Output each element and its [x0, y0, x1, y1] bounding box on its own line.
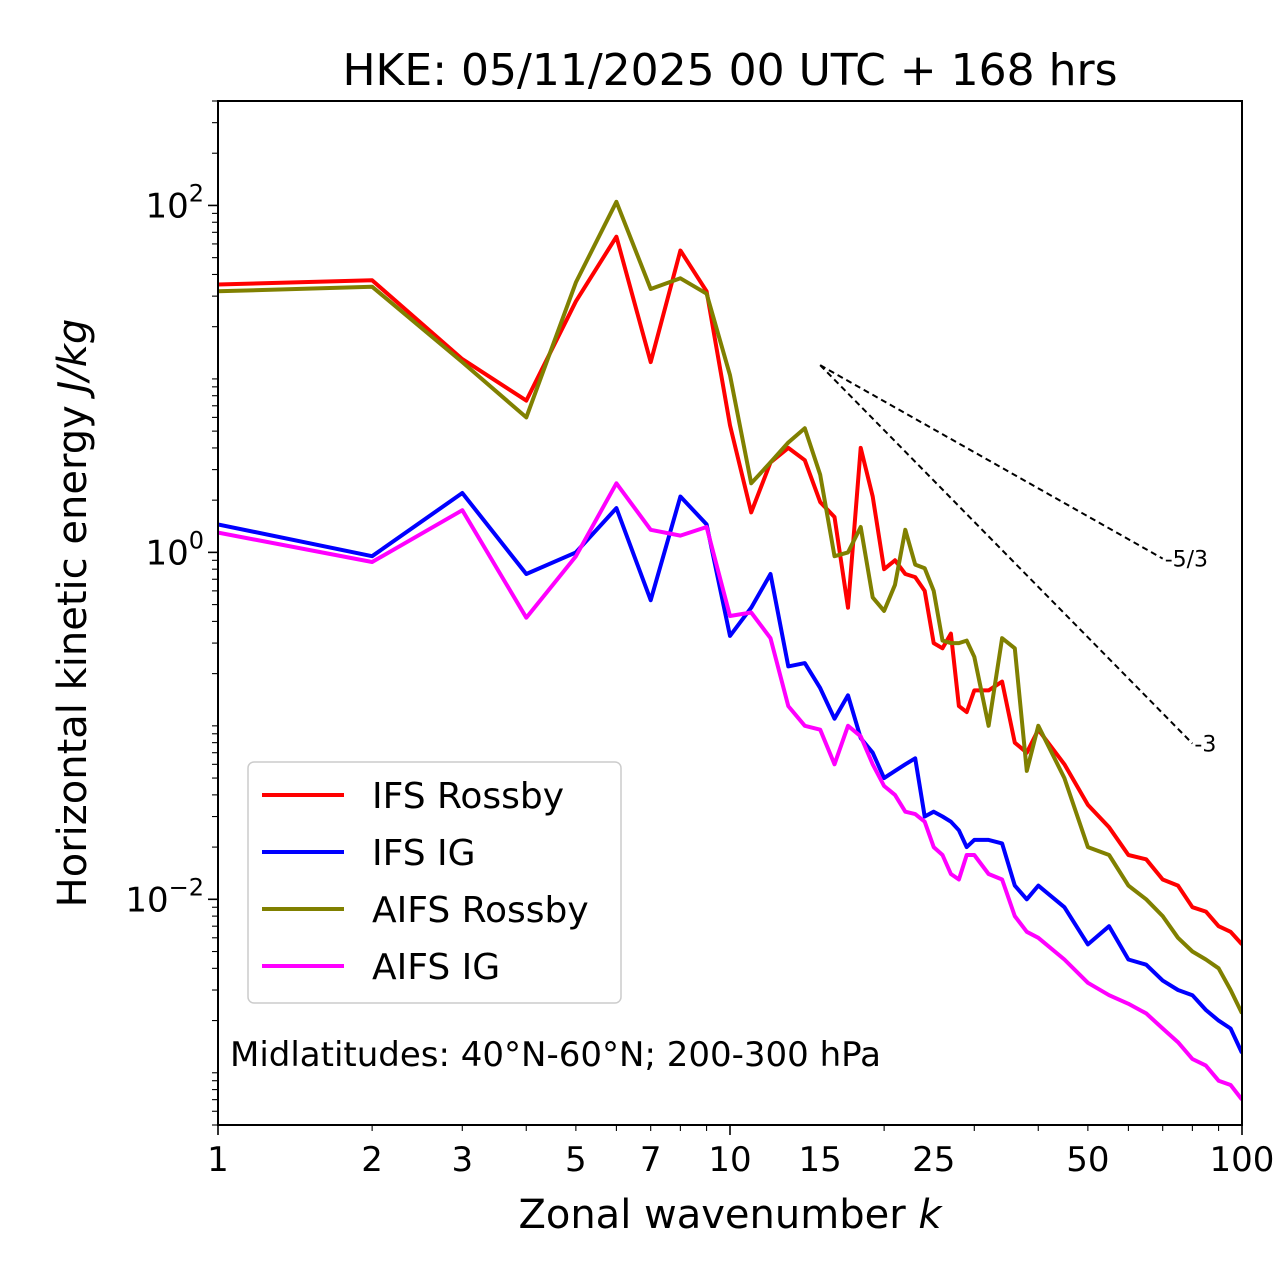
legend-box: [247, 761, 622, 1004]
x-tick-label: 5: [565, 1140, 587, 1180]
reference-line-1: [819, 364, 1194, 745]
series-line-2: [218, 199, 1242, 1015]
y-axis-label-main: Horizontal kinetic energy: [50, 393, 96, 908]
y-tick-label: 10−2: [125, 873, 204, 920]
x-tick-label: 10: [708, 1140, 751, 1180]
y-tick-base: 10: [125, 880, 168, 920]
y-tick-exponent: 2: [189, 179, 204, 207]
x-axis-label-main: Zonal wavenumber: [518, 1192, 918, 1238]
legend: IFS Rossby IFS IG AIFS Rossby AIFS IG: [247, 761, 622, 1004]
series-layer: [218, 199, 1242, 1101]
y-tick-base: 10: [145, 186, 188, 226]
legend-label: AIFS IG: [372, 947, 500, 988]
x-tick-label: 100: [1210, 1140, 1275, 1180]
region-annotation: Midlatitudes: 40°N-60°N; 200-300 hPa: [230, 1035, 881, 1075]
y-axis-label: Horizontal kinetic energy J/kg: [50, 319, 96, 908]
x-tick-labels: 1 2 3 5 7 10 15 25 50 100: [207, 1140, 1274, 1180]
plot-frame: [217, 100, 1243, 1126]
legend-label: IFS IG: [372, 833, 476, 874]
x-axis-label: Zonal wavenumber k: [518, 1192, 943, 1238]
reference-line-0: [819, 364, 1164, 560]
y-tick-exponent: 0: [189, 526, 204, 554]
y-tick-label: 100: [145, 526, 204, 573]
x-tick-label: 15: [799, 1140, 842, 1180]
reference-line-label: -3: [1194, 733, 1216, 758]
reference-slopes: -5/3 -3: [819, 364, 1216, 758]
series-line-0: [218, 234, 1242, 946]
y-tick-label: 102: [145, 179, 204, 226]
x-tick-label: 25: [912, 1140, 955, 1180]
series-line-3: [218, 481, 1242, 1101]
x-axis-label-var: k: [918, 1192, 943, 1238]
series-line-1: [218, 491, 1242, 1054]
legend-entries: IFS Rossby IFS IG AIFS Rossby AIFS IG: [262, 776, 589, 988]
y-axis-label-unit: J/kg: [50, 319, 96, 400]
x-tick-label: 3: [451, 1140, 473, 1180]
y-tick-base: 10: [145, 533, 188, 573]
x-tick-label: 50: [1066, 1140, 1109, 1180]
x-tick-label: 7: [640, 1140, 662, 1180]
legend-label: IFS Rossby: [372, 776, 564, 817]
y-tick-exponent: −2: [169, 873, 204, 901]
chart-title: HKE: 05/11/2025 00 UTC + 168 hrs: [342, 45, 1117, 96]
x-tick-label: 2: [361, 1140, 383, 1180]
legend-label: AIFS Rossby: [372, 890, 589, 931]
x-tick-label: 1: [207, 1140, 229, 1180]
reference-line-label: -5/3: [1165, 548, 1208, 573]
